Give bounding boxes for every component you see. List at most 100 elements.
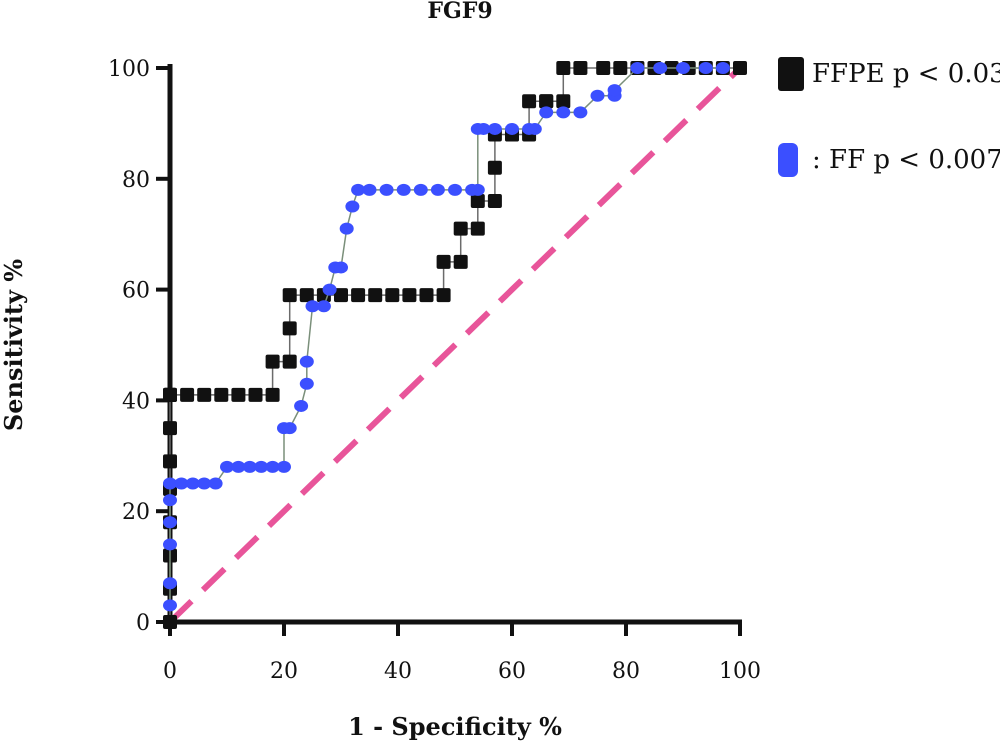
- x-tick-label: 80: [612, 659, 640, 684]
- data-point: [351, 183, 366, 196]
- y-tick-label: 40: [122, 389, 150, 414]
- data-point: [351, 288, 366, 303]
- legend-swatch: [778, 57, 804, 91]
- data-point: [573, 106, 588, 119]
- data-point: [613, 61, 628, 75]
- x-tick-label: 100: [719, 659, 761, 684]
- data-point: [487, 193, 502, 208]
- data-point: [630, 62, 645, 74]
- legend-label: FFPE p < 0.03: [812, 59, 1000, 89]
- y-tick-label: 60: [122, 279, 150, 304]
- data-point: [299, 377, 314, 390]
- data-point: [436, 288, 451, 303]
- data-point: [453, 221, 468, 236]
- data-point: [607, 84, 622, 97]
- data-point: [254, 460, 269, 473]
- x-tick-label: 60: [498, 659, 526, 684]
- data-point: [265, 354, 280, 369]
- data-point: [282, 288, 297, 303]
- data-point: [470, 193, 485, 208]
- data-point: [379, 183, 394, 196]
- chart-title: FGF9: [427, 0, 492, 24]
- data-point: [322, 283, 337, 296]
- data-point: [305, 300, 320, 313]
- data-point: [556, 94, 571, 109]
- data-point: [715, 62, 730, 74]
- data-point: [573, 61, 588, 75]
- data-point: [299, 288, 314, 303]
- data-point: [163, 516, 177, 529]
- y-tick-label: 20: [122, 500, 150, 525]
- data-point: [248, 387, 263, 402]
- y-tick-label: 100: [108, 57, 150, 82]
- data-point: [214, 387, 229, 402]
- data-point: [476, 122, 491, 135]
- data-point: [163, 615, 177, 629]
- legend-swatch: [778, 143, 798, 177]
- series-2: [167, 65, 743, 625]
- data-point: [299, 355, 314, 368]
- data-point: [522, 94, 537, 109]
- data-point: [339, 222, 354, 235]
- data-point: [653, 62, 668, 74]
- data-point: [231, 460, 246, 473]
- data-point: [470, 221, 485, 236]
- data-point: [733, 61, 747, 75]
- data-point: [163, 538, 177, 551]
- data-point: [436, 254, 451, 269]
- data-point: [402, 288, 417, 303]
- axes: 0 20 40 60 80 100 0 20 40 60 80 100: [108, 57, 761, 684]
- x-axis-title: 1 - Specificity %: [348, 712, 562, 741]
- data-point: [220, 460, 234, 473]
- series-line: [169, 67, 723, 606]
- y-axis-title: Sensitivity %: [0, 259, 28, 431]
- data-point: [265, 460, 280, 473]
- y-tick-label: 80: [122, 168, 150, 193]
- data-point: [163, 599, 177, 612]
- data-point: [185, 477, 200, 490]
- data-point: [396, 183, 411, 196]
- data-point: [242, 460, 257, 473]
- data-point: [163, 421, 177, 436]
- data-point: [294, 399, 309, 412]
- data-point: [362, 183, 377, 196]
- data-point: [282, 422, 297, 435]
- data-point: [180, 387, 195, 402]
- data-point: [527, 122, 542, 135]
- series-layer: [163, 61, 747, 629]
- data-point: [282, 321, 297, 336]
- data-point: [368, 288, 383, 303]
- data-point: [430, 183, 445, 196]
- reference-line: [167, 65, 743, 625]
- data-point: [334, 261, 348, 274]
- data-point: [282, 354, 297, 369]
- data-point: [163, 477, 177, 490]
- data-point: [470, 183, 485, 196]
- data-point: [208, 477, 223, 490]
- data-point: [419, 288, 434, 303]
- data-point: [345, 200, 360, 213]
- data-point: [505, 122, 519, 135]
- data-point: [197, 477, 212, 490]
- legend: FFPE p < 0.03 : FF p < 0.007: [778, 57, 1000, 177]
- data-point: [448, 183, 462, 196]
- data-point: [265, 387, 280, 402]
- data-point: [277, 460, 291, 473]
- x-tick-label: 0: [163, 659, 177, 684]
- data-point: [174, 477, 189, 490]
- data-point: [487, 122, 502, 135]
- data-point: [556, 61, 571, 75]
- data-point: [231, 387, 246, 402]
- data-point: [676, 62, 690, 74]
- data-point: [413, 183, 428, 196]
- legend-label: : FF p < 0.007: [812, 145, 1000, 175]
- data-point: [539, 106, 554, 119]
- x-tick-label: 20: [270, 659, 298, 684]
- data-point: [596, 61, 611, 75]
- data-point: [590, 89, 605, 102]
- data-point: [556, 106, 571, 119]
- data-point: [698, 62, 713, 74]
- data-point: [385, 288, 400, 303]
- y-tick-label: 0: [136, 611, 150, 636]
